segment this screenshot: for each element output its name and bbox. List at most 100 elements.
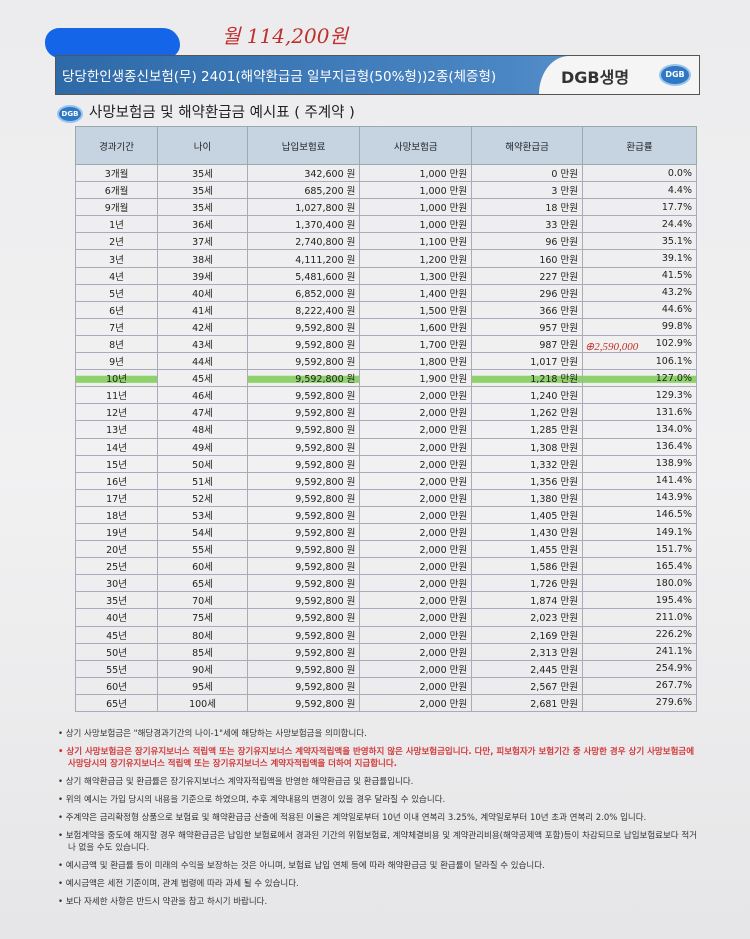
table-cell: 1,800 만원 — [359, 352, 473, 371]
table-cell: 1,874 만원 — [471, 591, 583, 610]
table-cell: 9,592,800 원 — [246, 676, 361, 695]
table-cell: 9년 — [74, 352, 159, 371]
table-cell: 1,900 만원 — [359, 369, 473, 388]
table-cell: 9,592,800 원 — [246, 574, 361, 593]
table-cell: 1,586 만원 — [471, 557, 583, 576]
table-row: 9개월 35세 1,027,800 원 1,000 만원 18 만원 17.7% — [74, 198, 698, 217]
table-cell: 1,017 만원 — [471, 352, 583, 371]
table-cell: 100세 — [157, 693, 248, 713]
table-row: 17년 52세 9,592,800 원 2,000 만원 1,380 만원 143.9% — [74, 488, 698, 507]
table-cell: 9,592,800 원 — [246, 369, 361, 388]
table-cell: 9,592,800 원 — [246, 317, 361, 336]
table-cell: 2,000 만원 — [359, 574, 473, 593]
table-cell: 9,592,800 원 — [246, 659, 361, 678]
table-row: 35년 70세 9,592,800 원 2,000 만원 1,874 만원 195.4% — [74, 591, 698, 610]
table-cell: 2,000 만원 — [359, 488, 473, 507]
table-row: 30년 65세 9,592,800 원 2,000 만원 1,726 만원 180.0% — [74, 574, 698, 593]
table-cell: 1,380 만원 — [471, 488, 583, 507]
table-row: 16년 51세 9,592,800 원 2,000 만원 1,356 만원 141.4% — [74, 471, 698, 490]
table-cell: 54세 — [157, 522, 248, 542]
table-cell: 11년 — [74, 386, 159, 405]
table-cell: 1,308 만원 — [471, 437, 583, 456]
table-cell: 2,000 만원 — [359, 625, 473, 644]
table-cell: 38세 — [157, 249, 248, 268]
table-cell: 1,600 만원 — [359, 317, 473, 336]
table-cell: 96 만원 — [471, 232, 583, 251]
table-cell: 37세 — [157, 232, 248, 251]
table-cell: 40세 — [157, 283, 248, 302]
table-cell: 9,592,800 원 — [246, 522, 361, 542]
footnote: • 예시금액 및 환급률 등이 미래의 수익을 보장하는 것은 아니며, 보험료… — [58, 861, 545, 871]
table-cell: 1,726 만원 — [471, 574, 583, 593]
table-cell: 9,592,800 원 — [246, 454, 361, 473]
table-row: 15년 50세 9,592,800 원 2,000 만원 1,332 만원 138.9% — [74, 454, 698, 473]
table-cell: 33 만원 — [471, 215, 583, 234]
table-cell: 127.0% — [581, 369, 698, 388]
table-cell: 12년 — [74, 403, 159, 422]
table-cell: 9,592,800 원 — [246, 403, 361, 422]
table-cell: 99.8% — [581, 317, 698, 336]
table-cell: 51세 — [157, 471, 248, 490]
table-cell: 90세 — [157, 659, 248, 678]
table-cell: 1,356 만원 — [471, 471, 583, 490]
table-cell: 19년 — [74, 522, 159, 542]
table-cell: 2년 — [74, 232, 159, 251]
table-cell: 35세 — [157, 163, 248, 183]
table-row: 55년 90세 9,592,800 원 2,000 만원 2,445 만원 254.9% — [74, 659, 698, 678]
table-cell: 1,455 만원 — [471, 540, 583, 559]
table-cell: 65년 — [74, 693, 159, 713]
table-cell: 2,000 만원 — [359, 659, 473, 678]
table-cell: 9,592,800 원 — [246, 386, 361, 405]
table-cell: 55년 — [74, 659, 159, 678]
table-cell: 129.3% — [581, 386, 698, 405]
footnote: • 보험계약을 중도에 해지할 경우 해약환급금은 납입한 보험료에서 경과된 … — [58, 831, 697, 853]
table-cell: 42세 — [157, 317, 248, 336]
table-cell: 17년 — [74, 488, 159, 507]
column-header: 나이 — [157, 126, 248, 165]
table-cell: 2,000 만원 — [359, 505, 473, 524]
table-cell: 1,300 만원 — [359, 266, 473, 285]
table-cell: 46세 — [157, 386, 248, 405]
table-cell: 5년 — [74, 283, 159, 302]
table-cell: 9,592,800 원 — [246, 625, 361, 644]
footnote: • 예시금액은 세전 기준이며, 관계 법령에 따라 과세 될 수 있습니다. — [58, 879, 299, 889]
table-cell: 39.1% — [581, 249, 698, 268]
table-cell: 2,000 만원 — [359, 540, 473, 559]
table-row: 3년 38세 4,111,200 원 1,200 만원 160 만원 39.1% — [74, 249, 698, 268]
table-cell: 44세 — [157, 352, 248, 371]
table-row: 65년 100세 9,592,800 원 2,000 만원 2,681 만원 279.6% — [74, 693, 698, 713]
table-cell: 987 만원 — [471, 334, 583, 354]
table-cell: 2,000 만원 — [359, 522, 473, 542]
section-title-text: 사망보험금 및 해약환급금 예시표 ( 주계약 ) — [89, 105, 355, 121]
footnote: • 보다 자세한 사항은 반드시 약관을 참고 하시기 바랍니다. — [58, 897, 268, 907]
table-cell: 47세 — [157, 403, 248, 422]
table-cell: 366 만원 — [471, 300, 583, 319]
table-cell: 80세 — [157, 625, 248, 644]
footnote: • 상기 해약환급금 및 환급률은 장기유지보너스 계약자적립액을 반영한 해약… — [58, 777, 414, 787]
table-cell: 2,000 만원 — [359, 386, 473, 405]
table-row: 12년 47세 9,592,800 원 2,000 만원 1,262 만원 131.6% — [74, 403, 698, 422]
table-cell: 9,592,800 원 — [246, 437, 361, 456]
table-cell: 9,592,800 원 — [246, 334, 361, 354]
table-cell: 131.6% — [581, 403, 698, 422]
table-cell: 1년 — [74, 215, 159, 234]
table-cell: 35.1% — [581, 232, 698, 251]
table-row: 18년 53세 9,592,800 원 2,000 만원 1,405 만원 146.5% — [74, 505, 698, 524]
table-cell: 1,000 만원 — [359, 198, 473, 217]
table-row: 40년 75세 9,592,800 원 2,000 만원 2,023 만원 211.0% — [74, 608, 698, 627]
footnote: • 상기 사망보험금은 "해당경과기간의 나이-1"세에 해당하는 사망보험금을… — [58, 729, 367, 739]
table-cell: 149.1% — [581, 522, 698, 542]
table-cell: 48세 — [157, 420, 248, 439]
table-cell: 53세 — [157, 505, 248, 524]
table-cell: 2,000 만원 — [359, 608, 473, 627]
table-cell: 41.5% — [581, 266, 698, 285]
table-row: 10년 45세 9,592,800 원 1,900 만원 1,218 만원 127.0% — [74, 369, 698, 388]
table-cell: 1,430 만원 — [471, 522, 583, 542]
table-cell: 24.4% — [581, 215, 698, 234]
table-row: 50년 85세 9,592,800 원 2,000 만원 2,313 만원 241.1% — [74, 642, 698, 661]
table-cell: 41세 — [157, 300, 248, 319]
table-cell: 18년 — [74, 505, 159, 524]
table-cell: 18 만원 — [471, 198, 583, 217]
footnotes: • 상기 사망보험금은 "해당경과기간의 나이-1"세에 해당하는 사망보험금을… — [58, 728, 698, 914]
table-cell: 2,169 만원 — [471, 625, 583, 644]
